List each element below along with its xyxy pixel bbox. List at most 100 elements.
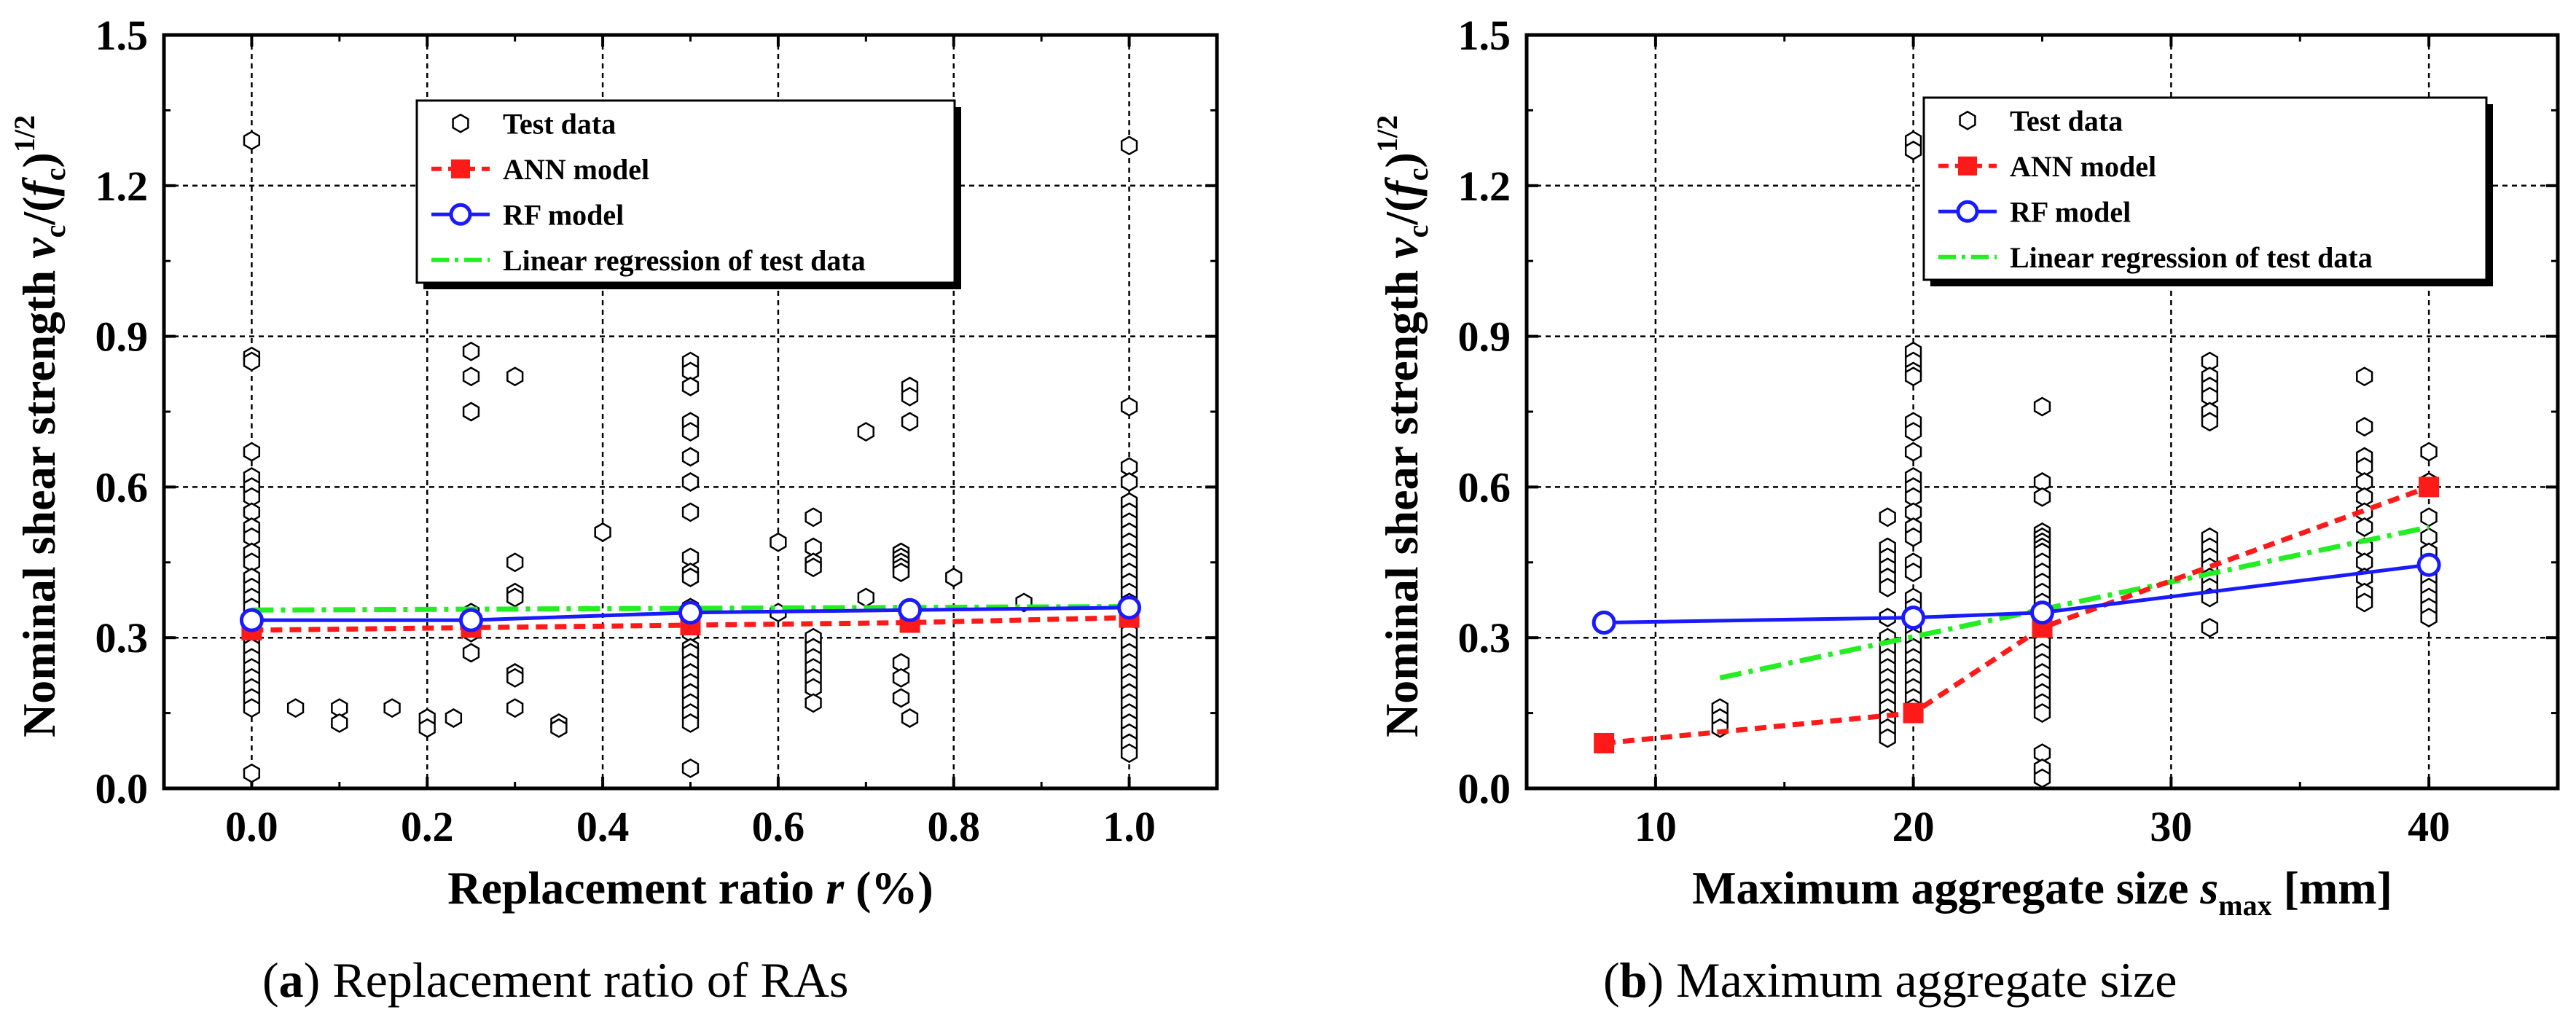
chart-panel-b: 0.0 0.3 0.6 0.9 1.2 1.5 10 20 30 40 Maximum aggreg… [1371,12,2560,1008]
test-data-point [1120,743,1138,764]
test-data-point [892,667,910,688]
caption-open: ( [1603,952,1620,1008]
x-tick-label: 0.0 [225,803,278,850]
test-data-point [901,412,919,432]
test-data-point [1879,507,1896,528]
test-data-point [681,377,700,396]
legend-ann-marker [451,159,470,179]
test-data-point [681,502,700,522]
test-data-point [243,763,261,783]
test-data-point [550,718,568,738]
x-axis-label-unit: (%) [844,862,933,914]
legend: Test data ANN model RF model Linear regress… [415,99,961,289]
test-data-point [2356,592,2373,613]
y-axis-label-exp: 1/2 [1371,115,1404,152]
test-data-point [506,367,524,387]
y-tick-label: 0.3 [1458,614,1511,662]
test-data-point [2420,608,2438,628]
y-tick-label: 0.3 [95,614,149,662]
legend-label: Linear regression of test data [503,244,866,277]
y-axis-label-sub-c: c [39,225,71,238]
y-tick-label: 1.5 [1458,12,1511,59]
test-data-point [681,758,700,778]
test-data-point [681,422,700,442]
linear-regression-line [1719,525,2430,681]
test-data-point [286,698,305,718]
legend-box [1922,96,2488,281]
x-axis-label-text: Maximum aggregate size [1692,862,2200,914]
legend-label: ANN model [503,153,649,186]
panel-caption: (b) Maximum aggregate size [1603,952,2177,1008]
rf-model-point [1901,605,1926,630]
test-data-point [857,422,874,442]
y-tick-label: 0.9 [95,313,149,361]
y-tick-label: 0.0 [1458,765,1511,812]
legend-ann-marker [1958,156,1977,176]
test-data-point [243,351,261,372]
y-axis-label-exp: 1/2 [8,115,41,152]
ann-model-point [2419,477,2440,498]
legend-label: Linear regression of test data [2010,241,2373,274]
y-tick-label: 0.0 [95,765,149,812]
test-data-point [1904,442,1922,462]
test-data-point [2356,417,2373,437]
test-data-point [383,698,401,718]
x-axis-label: Replacement ratio r (%) [447,862,933,914]
test-data-point [331,713,348,733]
rf-model-point [2416,552,2441,577]
rf-model-line [1604,563,2430,624]
x-tick-label: 30 [2150,803,2192,850]
test-data-point [1904,141,1922,160]
test-data-point [892,688,910,708]
legend-label: Test data [2010,104,2123,137]
y-axis-label-close: ) [1376,152,1428,168]
legend-label: ANN model [2010,150,2156,183]
test-data-point [681,568,700,587]
x-axis-label-var: s [2199,862,2218,914]
rf-model-point [1117,595,1142,620]
legend-label: RF model [503,198,624,231]
test-data-point [770,532,787,552]
y-axis-label-sub-c: c [1401,225,1434,238]
y-axis-label-v: v [13,238,65,259]
test-data-point [901,708,919,728]
test-data-point [243,130,261,151]
ann-model-point [1903,702,1924,724]
y-tick-label: 1.2 [1458,162,1511,210]
y-axis-label-text: Nominal shear strength [1376,259,1428,737]
test-data-point [1904,367,1922,387]
test-data-point [462,643,480,663]
test-data-point [892,563,910,583]
test-data-point [462,341,480,361]
test-data-point [445,708,463,728]
x-axis-label: Maximum aggregate size smax [mm] [1692,862,2392,922]
legend-test-data-marker [452,113,469,133]
legend-label: RF model [2010,195,2131,228]
x-axis-label-sub: max [2218,889,2271,922]
rf-model-point [678,600,702,625]
test-data-point [418,718,436,738]
test-data-point [1120,472,1138,492]
test-data-point [804,507,822,528]
panel-caption: (a) Replacement ratio of RAs [262,952,848,1008]
y-tick-label: 0.6 [95,463,149,511]
y-axis-label: Nominal shear strength vc/(fc)1/2 [1371,115,1434,737]
x-axis-label-var: r [826,862,845,914]
caption-text: Replacement ratio of RAs [332,952,848,1008]
y-axis-label-close: ) [13,152,65,168]
test-data-point [857,587,874,608]
test-data-point [2033,768,2051,788]
x-tick-label: 0.2 [401,803,454,850]
x-tick-label: 0.4 [576,803,630,850]
y-axis-label-sub-c2: c [39,168,71,181]
test-data-point [2201,617,2219,638]
y-tick-label: 1.2 [95,162,149,210]
test-data-point [2356,367,2373,387]
caption-text: Maximum aggregate size [1676,952,2177,1008]
test-data-point [243,442,261,462]
x-tick-label: 0.6 [752,803,805,850]
x-tick-label: 0.8 [928,803,981,850]
caption-letter: b [1620,952,1648,1008]
legend-box [415,99,956,284]
